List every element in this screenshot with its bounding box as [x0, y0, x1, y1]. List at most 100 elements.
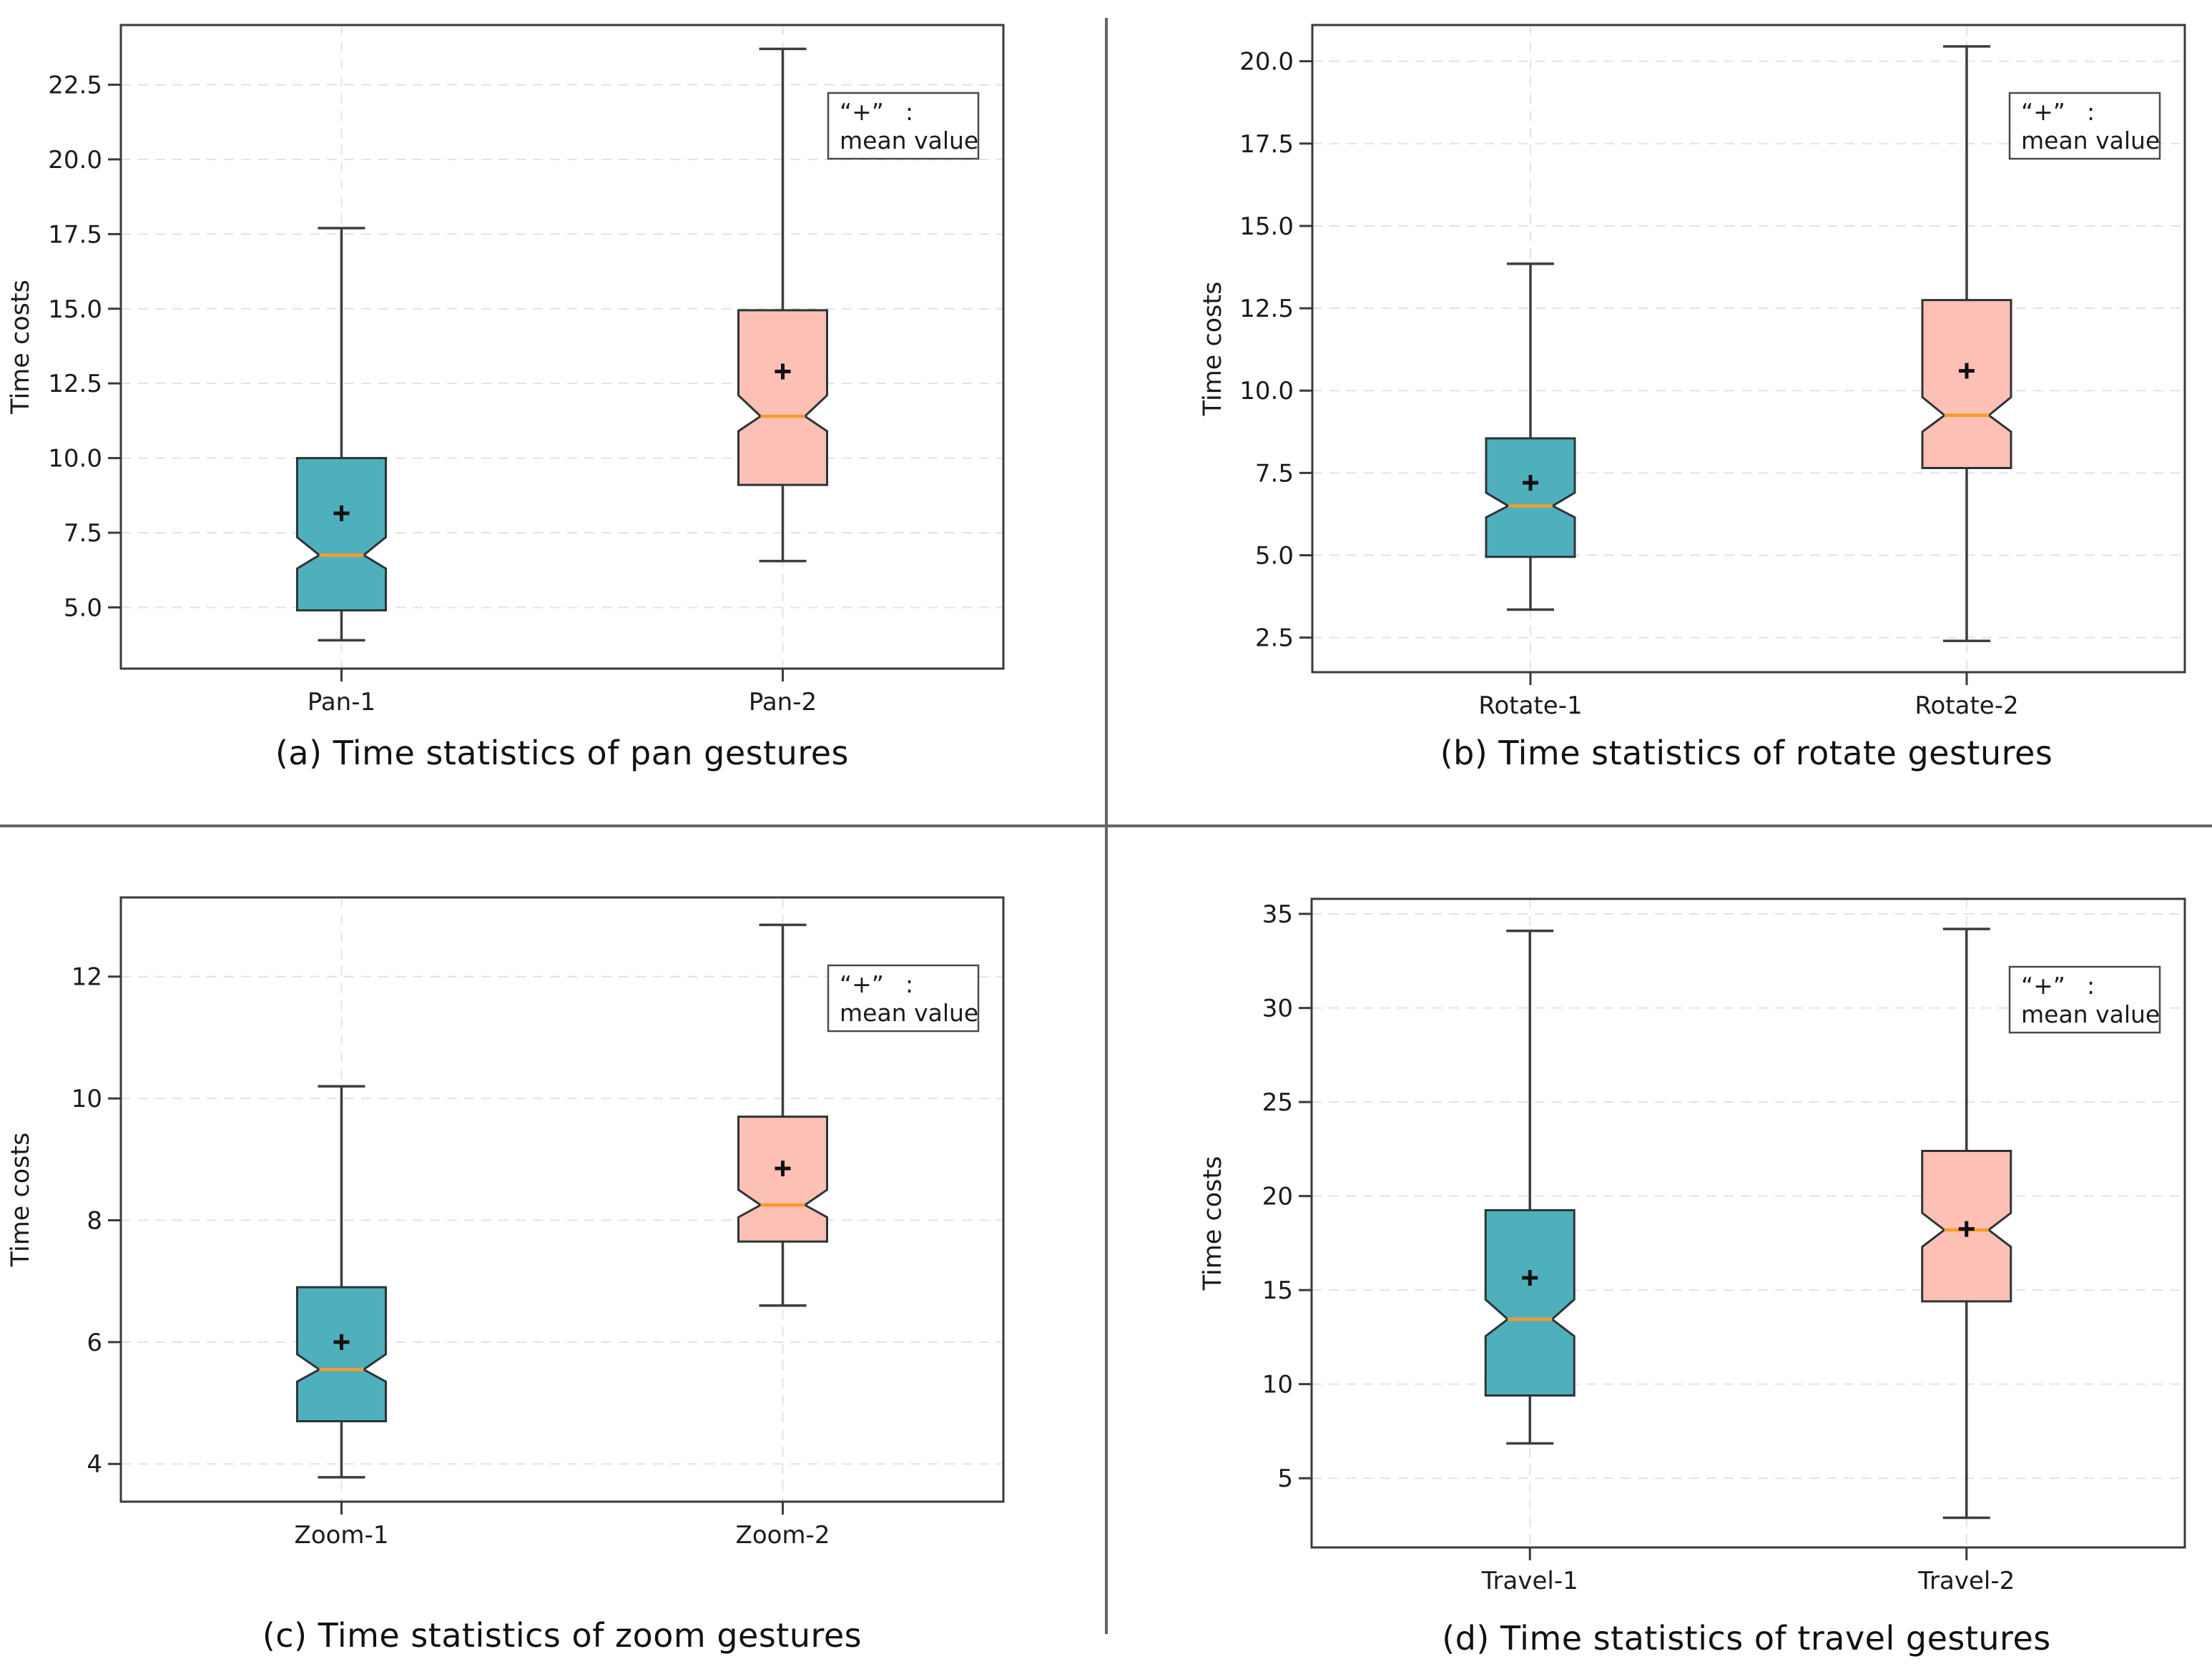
notched-box	[737, 309, 828, 486]
y-tick-label: 7.5	[64, 519, 102, 548]
y-axis: 2.5 5.0 7.5 10.0 12.5 15.0 17.5 20.0	[1239, 48, 1312, 653]
x-axis: Zoom-1 Zoom-2	[295, 1502, 830, 1550]
x-tick-label: Zoom-1	[295, 1521, 389, 1550]
legend-mean-symbol: “+”	[840, 98, 884, 126]
x-axis: Travel-1 Travel-2	[1481, 1547, 2015, 1595]
legend-mean-label: mean value	[840, 127, 978, 154]
y-tick-label: 30	[1262, 995, 1293, 1023]
notched-box	[1485, 437, 1576, 558]
x-tick-label: Travel-1	[1481, 1567, 1578, 1595]
mean-marker	[333, 505, 350, 521]
x-axis: Rotate-1 Rotate-2	[1478, 672, 2019, 720]
legend-mean-symbol: “+”	[2021, 98, 2065, 126]
legend-box	[2008, 92, 2161, 160]
y-tick-label: 25	[1262, 1088, 1293, 1117]
gridlines	[1312, 25, 2185, 672]
x-tick-label: Travel-2	[1917, 1567, 2015, 1595]
y-tick-label: 12.5	[1239, 295, 1294, 323]
mean-marker	[1958, 1221, 1975, 1237]
mean-marker	[1523, 475, 1538, 491]
legend: “+”:mean value	[2008, 965, 2161, 1034]
mean-marker	[775, 363, 791, 380]
panel-travel: 5 10 15 20 25 30 35 Travel-1 Travel-2 Time costs “…	[1106, 837, 2212, 1674]
y-tick-label: 5.0	[1255, 542, 1294, 571]
y-tick-label: 10.0	[48, 445, 102, 473]
x-tick-label: Zoom-2	[736, 1521, 830, 1550]
y-tick-label: 10	[1262, 1371, 1293, 1399]
panel-zoom: 4 6 8 10 12 Zoom-1 Zoom-2 Time costs “+”: mean va…	[0, 837, 1106, 1674]
boxplot-travel-svg: 5 10 15 20 25 30 35 Travel-1 Travel-2 Time costs “…	[1199, 897, 2186, 1595]
y-tick-label: 12.5	[48, 370, 102, 398]
box-Travel-2	[1921, 927, 2012, 1520]
box-Pan-1	[296, 227, 387, 642]
y-axis: 5 10 15 20 25 30 35	[1262, 900, 1312, 1493]
x-axis: Pan-1 Pan-2	[308, 669, 817, 717]
box-Rotate-1	[1485, 262, 1576, 611]
y-tick-label: 35	[1262, 900, 1293, 929]
caption-pan: (a) Time statistics of pan gestures	[275, 734, 849, 772]
mean-marker	[1959, 363, 1975, 379]
axes-frame	[1311, 24, 2186, 674]
y-axis: 4 6 8 10 12	[72, 963, 121, 1479]
legend: “+”:mean value	[827, 964, 980, 1033]
y-tick-label: 15.0	[48, 295, 102, 324]
legend-colon: :	[905, 98, 913, 126]
mean-marker	[775, 1161, 791, 1177]
legend-box	[827, 964, 980, 1033]
y-tick-label: 6	[87, 1329, 102, 1357]
y-tick-label: 20.0	[48, 146, 102, 174]
legend-box	[827, 92, 980, 160]
legend-mean-label: mean value	[2021, 127, 2160, 154]
y-tick-label: 15.0	[1239, 212, 1294, 241]
notched-box	[296, 1286, 387, 1423]
y-axis-label: Time costs	[1199, 282, 1227, 417]
mean-marker	[333, 1334, 350, 1350]
axes-frame	[1310, 897, 2186, 1549]
y-tick-label: 15	[1262, 1276, 1293, 1305]
y-tick-label: 8	[87, 1206, 102, 1235]
x-tick-label: Pan-1	[308, 688, 375, 717]
y-axis-label: Time costs	[6, 1133, 35, 1268]
y-tick-label: 4	[87, 1450, 102, 1479]
legend-mean-symbol: “+”	[2021, 972, 2065, 1000]
legend: “+”:mean value	[2008, 92, 2161, 160]
y-tick-label: 2.5	[1255, 624, 1294, 653]
caption-travel: (d) Time statistics of travel gestures	[1442, 1619, 2051, 1658]
legend-colon: :	[2087, 98, 2095, 126]
notched-box	[737, 1116, 828, 1243]
boxplot-pan-svg: 5.0 7.5 10.0 12.5 15.0 17.5 20.0 22.5 Pan-1 Pan-2…	[6, 24, 1005, 717]
axes-frame	[119, 24, 1005, 670]
notched-box	[296, 457, 387, 612]
notched-box	[1484, 1208, 1576, 1397]
panel-pan: 5.0 7.5 10.0 12.5 15.0 17.5 20.0 22.5 Pan-1 Pan-2…	[0, 0, 1106, 837]
y-tick-label: 12	[72, 963, 102, 992]
legend-colon: :	[905, 970, 913, 998]
box-Rotate-2	[1921, 45, 2012, 642]
legend-mean-label: mean value	[2021, 1000, 2160, 1028]
y-tick-label: 22.5	[48, 72, 102, 100]
x-tick-label: Rotate-1	[1478, 691, 1582, 720]
notched-box	[1921, 299, 2012, 469]
box-Travel-1	[1484, 929, 1576, 1445]
y-tick-label: 5	[1277, 1464, 1293, 1493]
y-tick-label: 17.5	[48, 220, 102, 249]
legend-colon: :	[2087, 972, 2095, 1000]
panel-rotate: 2.5 5.0 7.5 10.0 12.5 15.0 17.5 20.0 Rotate-1 Rot…	[1106, 0, 2212, 837]
y-tick-label: 20	[1262, 1183, 1293, 1211]
y-tick-label: 20.0	[1239, 48, 1294, 77]
box-Pan-2	[737, 47, 828, 563]
y-axis-label: Time costs	[6, 280, 35, 415]
y-tick-label: 7.5	[1255, 459, 1294, 488]
y-axis-label: Time costs	[1199, 1156, 1227, 1291]
horizontal-divider	[0, 824, 2212, 827]
box-Zoom-2	[737, 923, 828, 1307]
boxplot-zoom-svg: 4 6 8 10 12 Zoom-1 Zoom-2 Time costs “+”:mean va…	[6, 896, 1005, 1550]
x-tick-label: Rotate-2	[1914, 691, 2018, 720]
y-tick-label: 10.0	[1239, 377, 1294, 405]
box-Zoom-1	[296, 1085, 387, 1479]
legend: “+”:mean value	[827, 92, 980, 160]
x-tick-label: Pan-2	[749, 688, 817, 717]
mean-marker	[1522, 1270, 1538, 1286]
caption-rotate: (b) Time statistics of rotate gestures	[1440, 734, 2053, 772]
